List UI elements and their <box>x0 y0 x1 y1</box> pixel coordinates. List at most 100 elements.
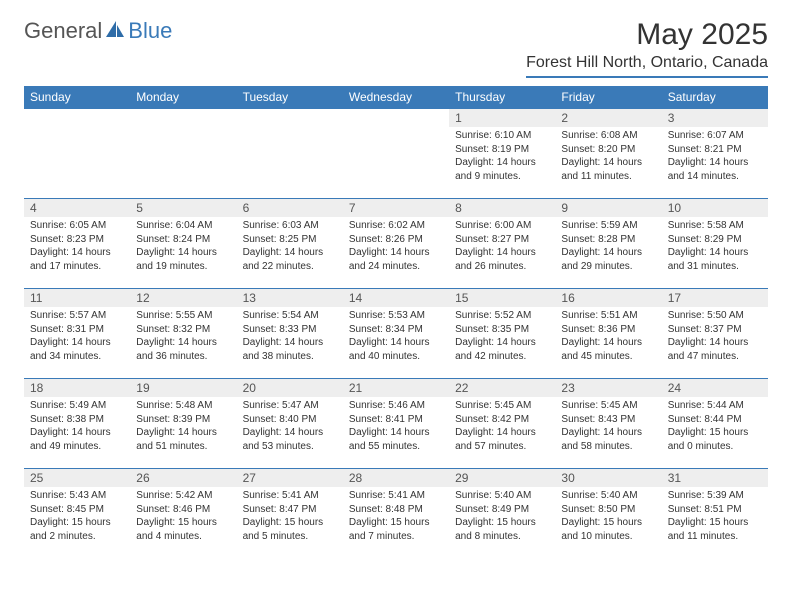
day-details: Sunrise: 5:54 AMSunset: 8:33 PMDaylight:… <box>237 307 343 367</box>
day-details: Sunrise: 5:52 AMSunset: 8:35 PMDaylight:… <box>449 307 555 367</box>
calendar-cell: 20Sunrise: 5:47 AMSunset: 8:40 PMDayligh… <box>237 379 343 469</box>
day-number: 31 <box>662 469 768 487</box>
day-number: 4 <box>24 199 130 217</box>
day-number: 2 <box>555 109 661 127</box>
calendar-cell: 3Sunrise: 6:07 AMSunset: 8:21 PMDaylight… <box>662 109 768 199</box>
day-number: 12 <box>130 289 236 307</box>
day-details: Sunrise: 5:45 AMSunset: 8:42 PMDaylight:… <box>449 397 555 457</box>
calendar-cell <box>24 109 130 199</box>
day-details: Sunrise: 5:41 AMSunset: 8:47 PMDaylight:… <box>237 487 343 547</box>
day-number: 15 <box>449 289 555 307</box>
calendar-cell: 21Sunrise: 5:46 AMSunset: 8:41 PMDayligh… <box>343 379 449 469</box>
day-number: 25 <box>24 469 130 487</box>
day-number: 10 <box>662 199 768 217</box>
day-number: 27 <box>237 469 343 487</box>
day-number: 7 <box>343 199 449 217</box>
day-number: 29 <box>449 469 555 487</box>
day-details: Sunrise: 5:48 AMSunset: 8:39 PMDaylight:… <box>130 397 236 457</box>
weekday-header: Tuesday <box>237 86 343 109</box>
day-number: 30 <box>555 469 661 487</box>
calendar-cell: 19Sunrise: 5:48 AMSunset: 8:39 PMDayligh… <box>130 379 236 469</box>
calendar-cell: 9Sunrise: 5:59 AMSunset: 8:28 PMDaylight… <box>555 199 661 289</box>
day-number: 11 <box>24 289 130 307</box>
day-details: Sunrise: 6:03 AMSunset: 8:25 PMDaylight:… <box>237 217 343 277</box>
day-number: 19 <box>130 379 236 397</box>
day-details: Sunrise: 6:00 AMSunset: 8:27 PMDaylight:… <box>449 217 555 277</box>
day-details: Sunrise: 5:39 AMSunset: 8:51 PMDaylight:… <box>662 487 768 547</box>
weekday-header: Friday <box>555 86 661 109</box>
weekday-header: Wednesday <box>343 86 449 109</box>
day-details: Sunrise: 5:49 AMSunset: 8:38 PMDaylight:… <box>24 397 130 457</box>
calendar-cell: 27Sunrise: 5:41 AMSunset: 8:47 PMDayligh… <box>237 469 343 559</box>
day-details: Sunrise: 5:51 AMSunset: 8:36 PMDaylight:… <box>555 307 661 367</box>
day-number: 24 <box>662 379 768 397</box>
day-number: 18 <box>24 379 130 397</box>
calendar-cell <box>237 109 343 199</box>
logo-sail-icon <box>104 19 126 44</box>
day-details: Sunrise: 5:45 AMSunset: 8:43 PMDaylight:… <box>555 397 661 457</box>
logo-text-general: General <box>24 18 102 44</box>
calendar-cell: 8Sunrise: 6:00 AMSunset: 8:27 PMDaylight… <box>449 199 555 289</box>
calendar-cell: 17Sunrise: 5:50 AMSunset: 8:37 PMDayligh… <box>662 289 768 379</box>
header: General Blue May 2025 Forest Hill North,… <box>0 0 792 86</box>
calendar-cell: 18Sunrise: 5:49 AMSunset: 8:38 PMDayligh… <box>24 379 130 469</box>
title-block: May 2025 Forest Hill North, Ontario, Can… <box>526 18 768 78</box>
logo-text-blue: Blue <box>128 18 172 44</box>
calendar-cell: 26Sunrise: 5:42 AMSunset: 8:46 PMDayligh… <box>130 469 236 559</box>
weekday-header: Sunday <box>24 86 130 109</box>
calendar-cell: 1Sunrise: 6:10 AMSunset: 8:19 PMDaylight… <box>449 109 555 199</box>
day-details: Sunrise: 6:08 AMSunset: 8:20 PMDaylight:… <box>555 127 661 187</box>
calendar-cell <box>130 109 236 199</box>
calendar-cell: 13Sunrise: 5:54 AMSunset: 8:33 PMDayligh… <box>237 289 343 379</box>
day-details: Sunrise: 5:55 AMSunset: 8:32 PMDaylight:… <box>130 307 236 367</box>
day-number: 13 <box>237 289 343 307</box>
day-details: Sunrise: 5:42 AMSunset: 8:46 PMDaylight:… <box>130 487 236 547</box>
day-number: 26 <box>130 469 236 487</box>
calendar-head: SundayMondayTuesdayWednesdayThursdayFrid… <box>24 86 768 109</box>
calendar-cell: 29Sunrise: 5:40 AMSunset: 8:49 PMDayligh… <box>449 469 555 559</box>
calendar-cell: 30Sunrise: 5:40 AMSunset: 8:50 PMDayligh… <box>555 469 661 559</box>
day-details: Sunrise: 5:43 AMSunset: 8:45 PMDaylight:… <box>24 487 130 547</box>
calendar-cell: 12Sunrise: 5:55 AMSunset: 8:32 PMDayligh… <box>130 289 236 379</box>
month-title: May 2025 <box>526 18 768 52</box>
day-details: Sunrise: 6:05 AMSunset: 8:23 PMDaylight:… <box>24 217 130 277</box>
calendar-cell <box>343 109 449 199</box>
day-number: 14 <box>343 289 449 307</box>
calendar-cell: 28Sunrise: 5:41 AMSunset: 8:48 PMDayligh… <box>343 469 449 559</box>
calendar-cell: 6Sunrise: 6:03 AMSunset: 8:25 PMDaylight… <box>237 199 343 289</box>
day-number: 5 <box>130 199 236 217</box>
day-number: 9 <box>555 199 661 217</box>
day-number: 23 <box>555 379 661 397</box>
calendar-cell: 10Sunrise: 5:58 AMSunset: 8:29 PMDayligh… <box>662 199 768 289</box>
day-number: 6 <box>237 199 343 217</box>
day-number: 28 <box>343 469 449 487</box>
day-details: Sunrise: 5:53 AMSunset: 8:34 PMDaylight:… <box>343 307 449 367</box>
calendar-cell: 7Sunrise: 6:02 AMSunset: 8:26 PMDaylight… <box>343 199 449 289</box>
day-details: Sunrise: 5:41 AMSunset: 8:48 PMDaylight:… <box>343 487 449 547</box>
day-details: Sunrise: 5:50 AMSunset: 8:37 PMDaylight:… <box>662 307 768 367</box>
calendar-cell: 25Sunrise: 5:43 AMSunset: 8:45 PMDayligh… <box>24 469 130 559</box>
day-number: 16 <box>555 289 661 307</box>
calendar-cell: 15Sunrise: 5:52 AMSunset: 8:35 PMDayligh… <box>449 289 555 379</box>
day-details: Sunrise: 6:10 AMSunset: 8:19 PMDaylight:… <box>449 127 555 187</box>
location-text: Forest Hill North, Ontario, Canada <box>526 54 768 78</box>
day-details: Sunrise: 6:04 AMSunset: 8:24 PMDaylight:… <box>130 217 236 277</box>
day-details: Sunrise: 5:57 AMSunset: 8:31 PMDaylight:… <box>24 307 130 367</box>
calendar-cell: 24Sunrise: 5:44 AMSunset: 8:44 PMDayligh… <box>662 379 768 469</box>
weekday-header: Thursday <box>449 86 555 109</box>
day-number: 21 <box>343 379 449 397</box>
day-details: Sunrise: 5:40 AMSunset: 8:49 PMDaylight:… <box>449 487 555 547</box>
calendar-cell: 5Sunrise: 6:04 AMSunset: 8:24 PMDaylight… <box>130 199 236 289</box>
weekday-header: Saturday <box>662 86 768 109</box>
calendar-cell: 23Sunrise: 5:45 AMSunset: 8:43 PMDayligh… <box>555 379 661 469</box>
day-details: Sunrise: 5:59 AMSunset: 8:28 PMDaylight:… <box>555 217 661 277</box>
day-details: Sunrise: 5:44 AMSunset: 8:44 PMDaylight:… <box>662 397 768 457</box>
day-number: 17 <box>662 289 768 307</box>
day-details: Sunrise: 6:02 AMSunset: 8:26 PMDaylight:… <box>343 217 449 277</box>
calendar-cell: 22Sunrise: 5:45 AMSunset: 8:42 PMDayligh… <box>449 379 555 469</box>
day-number: 3 <box>662 109 768 127</box>
calendar-cell: 14Sunrise: 5:53 AMSunset: 8:34 PMDayligh… <box>343 289 449 379</box>
day-details: Sunrise: 5:46 AMSunset: 8:41 PMDaylight:… <box>343 397 449 457</box>
day-details: Sunrise: 5:58 AMSunset: 8:29 PMDaylight:… <box>662 217 768 277</box>
calendar-table: SundayMondayTuesdayWednesdayThursdayFrid… <box>24 86 768 559</box>
